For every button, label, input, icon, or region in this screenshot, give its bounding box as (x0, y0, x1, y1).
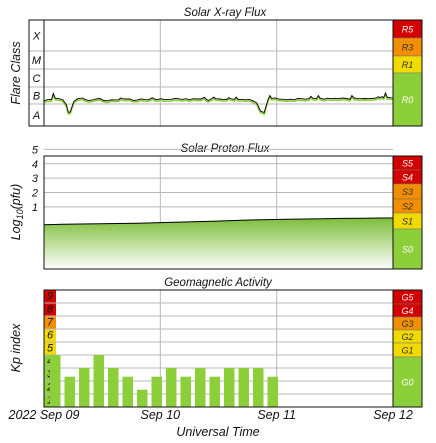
xray-class-column (28, 19, 45, 127)
scale-label: S4 (402, 173, 413, 183)
kp-bar (238, 368, 249, 407)
scale-label: S1 (402, 217, 413, 227)
xray-plot-bg (44, 20, 393, 126)
proton-line (43, 217, 408, 226)
scale-label: G4 (401, 306, 413, 316)
kp-bar (137, 389, 148, 407)
xray-line-long (43, 92, 409, 116)
kp-bar (93, 355, 104, 407)
kp-bar (64, 376, 75, 407)
kp-ylabel: Kp index (9, 323, 23, 372)
kp-bar (267, 376, 278, 407)
kp-tick: 9 (47, 291, 53, 303)
class-tick: A (32, 110, 40, 122)
proton-area-fill (44, 217, 408, 269)
kp-level-band (44, 342, 56, 355)
kp-tick: 7 (47, 317, 54, 329)
xray-series (43, 91, 409, 116)
kp-bar (209, 376, 220, 407)
xray-title: Solar X-ray Flux (184, 7, 268, 19)
kp-g-scale: G5 G4 G3 G2 G1 G0 (392, 289, 423, 408)
x-tick-label: 2022 Sep 09 (8, 408, 80, 422)
kp-tick: 6 (47, 330, 54, 342)
scale-label: R5 (402, 25, 414, 35)
pfu-tick: 1 (32, 202, 38, 214)
proton-ylabel-sub: 10 (15, 209, 25, 219)
kp-bar (122, 376, 133, 407)
proton-ylabel-log: Log (9, 219, 23, 240)
xray-ylabel: Flare Class (9, 41, 23, 104)
x-tick-label: Sep 10 (141, 408, 181, 422)
scale-band (392, 356, 423, 408)
kp-tick: 2 (46, 382, 53, 394)
class-tick: X (32, 31, 41, 43)
scale-label: R1 (402, 60, 414, 70)
kp-level-band (44, 303, 56, 316)
pfu-tick: 2 (31, 187, 38, 199)
class-tick: M (32, 55, 42, 67)
kp-level-band (44, 329, 56, 342)
kp-title: Geomagnetic Activity (164, 277, 273, 289)
proton-grid (44, 148, 393, 269)
kp-bar (108, 368, 119, 407)
pfu-tick: 3 (32, 173, 39, 185)
pfu-tick: 5 (32, 144, 39, 156)
scale-label: G3 (401, 319, 413, 329)
scale-frame (392, 289, 423, 408)
scale-label: S0 (402, 245, 413, 255)
class-tick: B (33, 91, 40, 103)
scale-label: G2 (401, 332, 413, 342)
pfu-tick: 4 (32, 159, 38, 171)
scale-frame (392, 19, 423, 127)
scale-label: R0 (402, 95, 414, 105)
scale-label: S2 (402, 202, 413, 212)
proton-s-scale: S5 S4 S3 S2 S1 S0 (392, 155, 423, 270)
x-axis-label: Universal Time (176, 425, 259, 439)
kp-bar (79, 368, 90, 407)
kp-bar (50, 355, 61, 407)
kp-panel: Geomagnetic Activity 123456789 Kp index … (9, 277, 423, 408)
kp-bar (195, 368, 206, 407)
proton-series (43, 217, 408, 269)
kp-tick: 8 (47, 304, 54, 316)
kp-bar (224, 368, 235, 407)
xray-r-scale: R5 R3 R1 R0 (392, 19, 423, 127)
kp-bar (166, 368, 177, 407)
x-axis: 2022 Sep 09 Sep 10 Sep 11 Sep 12 (8, 408, 413, 422)
scale-label: G5 (401, 293, 414, 303)
kp-level-band (44, 290, 56, 303)
scale-label: S5 (402, 159, 414, 169)
kp-bars (50, 355, 278, 407)
kp-bar (253, 368, 264, 407)
proton-ylabel-unit: (pfu) (9, 184, 23, 210)
proton-ylabel: Log10(pfu) (9, 184, 25, 241)
kp-level-band (44, 316, 56, 329)
scale-label: S3 (402, 187, 413, 197)
proton-y-axis: 1 2 3 4 5 (31, 144, 39, 213)
kp-tick: 5 (47, 343, 54, 355)
scale-label: R3 (402, 43, 414, 53)
xray-grid (29, 20, 393, 126)
scale-band (392, 228, 423, 270)
scale-label: G1 (401, 346, 413, 356)
xray-line-short (43, 91, 409, 114)
kp-bar (151, 376, 162, 407)
scale-label: G0 (401, 378, 413, 388)
x-tick-label: Sep 12 (373, 408, 413, 422)
x-tick-label: Sep 11 (257, 408, 296, 422)
kp-bar (180, 376, 191, 407)
scale-frame (392, 155, 423, 270)
class-tick: C (33, 73, 41, 85)
